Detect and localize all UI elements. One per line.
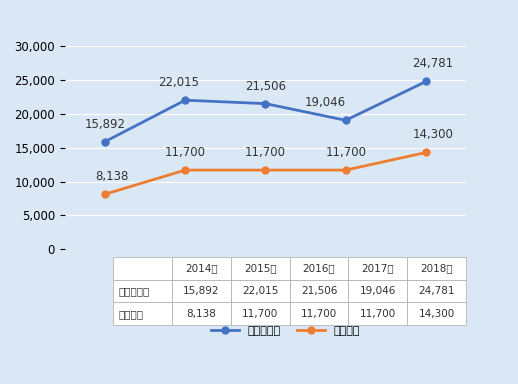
Text: 11,700: 11,700: [242, 309, 278, 319]
Text: 2017年: 2017年: [362, 263, 394, 273]
Text: 15,892: 15,892: [84, 118, 125, 131]
Text: 11,700: 11,700: [360, 309, 396, 319]
Text: 2015年: 2015年: [244, 263, 277, 273]
FancyBboxPatch shape: [231, 280, 290, 302]
Text: 11,700: 11,700: [165, 146, 206, 159]
Text: 8,138: 8,138: [186, 309, 216, 319]
Text: 24,781: 24,781: [419, 286, 455, 296]
FancyBboxPatch shape: [407, 302, 466, 325]
Text: 22,015: 22,015: [158, 76, 199, 89]
Text: 2016年: 2016年: [303, 263, 335, 273]
Text: 15,892: 15,892: [183, 286, 220, 296]
FancyBboxPatch shape: [290, 280, 349, 302]
Text: 8,138: 8,138: [95, 170, 128, 183]
FancyBboxPatch shape: [172, 302, 231, 325]
Text: 11,700: 11,700: [325, 146, 366, 159]
Text: 11,700: 11,700: [245, 146, 286, 159]
FancyBboxPatch shape: [172, 280, 231, 302]
FancyBboxPatch shape: [349, 280, 407, 302]
Text: 22,015: 22,015: [242, 286, 278, 296]
FancyBboxPatch shape: [407, 280, 466, 302]
FancyBboxPatch shape: [113, 257, 172, 280]
FancyBboxPatch shape: [172, 257, 231, 280]
FancyBboxPatch shape: [231, 302, 290, 325]
Text: 11,700: 11,700: [301, 309, 337, 319]
FancyBboxPatch shape: [290, 257, 349, 280]
Text: 21,506: 21,506: [301, 286, 337, 296]
FancyBboxPatch shape: [113, 302, 172, 325]
Text: 14,300: 14,300: [412, 128, 453, 141]
Text: 24,781: 24,781: [412, 57, 454, 70]
Text: 2018年: 2018年: [421, 263, 453, 273]
Text: 実質負担額: 実質負担額: [119, 286, 150, 296]
Text: 19,046: 19,046: [305, 96, 346, 109]
Text: 最低賃金: 最低賃金: [119, 309, 144, 319]
FancyBboxPatch shape: [113, 280, 172, 302]
Text: 14,300: 14,300: [419, 309, 455, 319]
FancyBboxPatch shape: [407, 257, 466, 280]
FancyBboxPatch shape: [290, 302, 349, 325]
Text: 21,506: 21,506: [245, 79, 286, 93]
Text: 19,046: 19,046: [359, 286, 396, 296]
FancyBboxPatch shape: [231, 257, 290, 280]
Legend: 実質負担額, 最低賃金: 実質負担額, 最低賃金: [206, 322, 365, 341]
Text: 2014年: 2014年: [185, 263, 218, 273]
FancyBboxPatch shape: [349, 302, 407, 325]
FancyBboxPatch shape: [349, 257, 407, 280]
